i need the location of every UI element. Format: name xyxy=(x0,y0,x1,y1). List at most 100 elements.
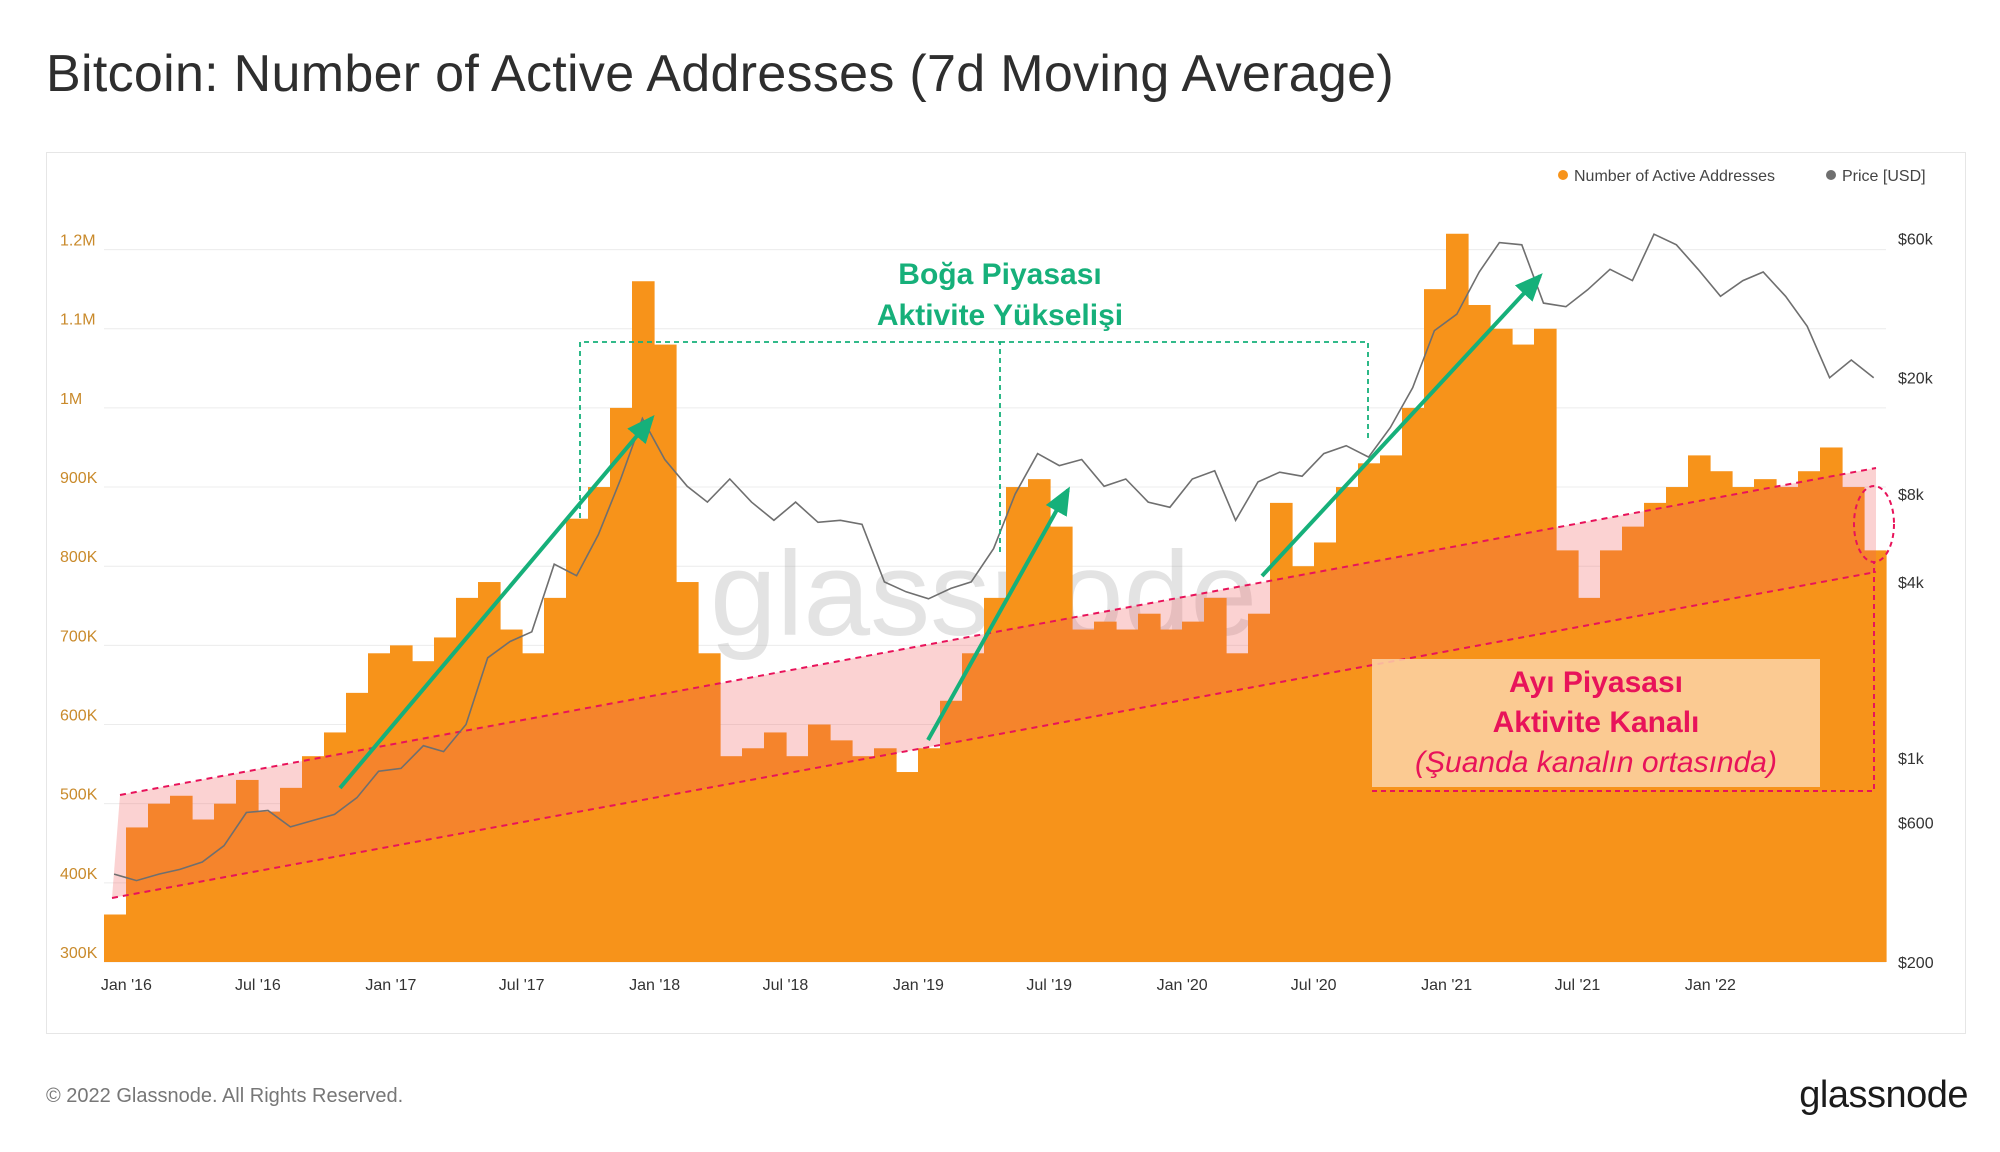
bull-box-right xyxy=(1000,341,1369,440)
bull-label-line1: Boğa Piyasası xyxy=(898,258,1101,291)
address-bar xyxy=(764,732,787,962)
address-bar xyxy=(1820,447,1843,962)
channel-lower-line xyxy=(111,571,1877,899)
x-tick-label: Jul '16 xyxy=(235,977,281,994)
left-tick-label: 900K xyxy=(60,470,98,487)
x-tick-label: Jul '21 xyxy=(1555,977,1601,994)
address-bar xyxy=(1138,613,1161,962)
address-bar xyxy=(984,597,1007,962)
footer-copyright: © 2022 Glassnode. All Rights Reserved. xyxy=(46,1085,404,1107)
channel-fill xyxy=(112,468,1876,898)
address-bar xyxy=(236,779,259,962)
address-bar xyxy=(1468,304,1491,962)
address-bar xyxy=(1248,613,1271,962)
left-tick-label: 1.1M xyxy=(60,312,96,329)
address-bar xyxy=(1512,344,1535,962)
address-bar xyxy=(808,724,831,962)
address-bar xyxy=(962,653,985,962)
address-bar xyxy=(610,407,633,962)
bear-label-line2: Aktivite Kanalı xyxy=(1493,706,1700,739)
glassnode-logo[interactable]: glassnode xyxy=(1799,1074,1968,1116)
address-bar xyxy=(1534,328,1557,963)
address-bar xyxy=(918,748,941,962)
x-tick-label: Jul '18 xyxy=(763,977,809,994)
address-bar xyxy=(1424,289,1447,962)
x-tick-label: Jul '17 xyxy=(499,977,545,994)
address-bar xyxy=(1292,566,1315,962)
address-bar xyxy=(1182,621,1205,962)
x-tick-label: Jan '19 xyxy=(893,977,944,994)
address-bar xyxy=(1160,629,1183,962)
address-bar xyxy=(478,582,501,962)
address-bar xyxy=(742,748,765,962)
legend: Number of Active Addresses Price [USD] xyxy=(1558,168,1926,185)
x-tick-label: Jan '22 xyxy=(1685,977,1736,994)
chart-frame xyxy=(46,152,1966,1034)
address-bar xyxy=(654,344,677,962)
address-bar xyxy=(1028,479,1051,962)
address-bar xyxy=(192,819,215,962)
address-bar xyxy=(434,637,457,962)
address-bar xyxy=(522,653,545,962)
address-bar xyxy=(126,827,149,962)
address-bar xyxy=(1050,526,1073,962)
bull-arrow xyxy=(1260,273,1543,578)
address-bar xyxy=(148,803,171,962)
address-bar xyxy=(1226,653,1249,962)
right-tick-label: $200 xyxy=(1898,955,1934,972)
address-bar xyxy=(1006,487,1029,962)
address-bar xyxy=(566,518,589,962)
right-tick-label: $600 xyxy=(1898,816,1934,833)
right-tick-label: $1k xyxy=(1898,751,1925,768)
x-axis: Jan '16 Jul '16 Jan '17 Jul '17 Jan '18 Jul '… xyxy=(101,977,1736,994)
address-bar xyxy=(830,740,853,962)
address-bar xyxy=(412,661,435,962)
right-tick-label: $4k xyxy=(1898,575,1925,592)
left-tick-label: 500K xyxy=(60,787,98,804)
address-bar xyxy=(720,756,743,962)
left-tick-label: 600K xyxy=(60,708,98,725)
channel-upper-line xyxy=(119,467,1877,796)
left-tick-label: 300K xyxy=(60,945,98,962)
legend-marker-addresses xyxy=(1558,170,1568,180)
address-bar xyxy=(170,795,193,962)
legend-label-price: Price [USD] xyxy=(1842,168,1926,185)
address-bar xyxy=(786,756,809,962)
address-bar xyxy=(214,803,237,962)
x-tick-label: Jan '21 xyxy=(1421,977,1472,994)
address-bar xyxy=(676,582,699,962)
address-bar xyxy=(280,787,303,962)
price-series-line xyxy=(113,233,1875,882)
address-bar xyxy=(1336,487,1359,962)
address-bar xyxy=(324,732,347,962)
address-bar xyxy=(1864,550,1887,962)
address-bar xyxy=(302,756,325,962)
bear-label-line1: Ayı Piyasası xyxy=(1509,666,1683,699)
address-bar xyxy=(1270,502,1293,962)
x-tick-label: Jan '20 xyxy=(1157,977,1208,994)
left-axis: 300K 400K 500K 600K 700K 800K 900K 1M 1.1M 1.2M xyxy=(60,233,98,962)
bull-arrow xyxy=(338,414,655,790)
address-bar xyxy=(1842,487,1865,962)
address-bar xyxy=(588,487,611,962)
chart-title: Bitcoin: Number of Active Addresses (7d … xyxy=(46,45,1394,103)
right-tick-label: $60k xyxy=(1898,231,1934,248)
bear-box xyxy=(1372,659,1820,787)
left-tick-label: 1.2M xyxy=(60,233,96,250)
bear-channel xyxy=(111,467,1895,899)
address-bar xyxy=(698,653,721,962)
address-bar xyxy=(1094,621,1117,962)
legend-label-addresses: Number of Active Addresses xyxy=(1574,168,1775,185)
address-bar xyxy=(1116,629,1139,962)
address-bar xyxy=(544,597,567,962)
legend-marker-price xyxy=(1826,170,1836,180)
x-tick-label: Jan '17 xyxy=(365,977,416,994)
address-bar xyxy=(1072,629,1095,962)
address-bar xyxy=(940,700,963,962)
address-bar xyxy=(1490,328,1513,963)
x-tick-label: Jul '19 xyxy=(1026,977,1072,994)
right-axis: $200 $600 $1k $4k $8k $20k $60k xyxy=(1898,231,1934,972)
address-bar xyxy=(258,811,281,962)
right-tick-label: $8k xyxy=(1898,487,1925,504)
